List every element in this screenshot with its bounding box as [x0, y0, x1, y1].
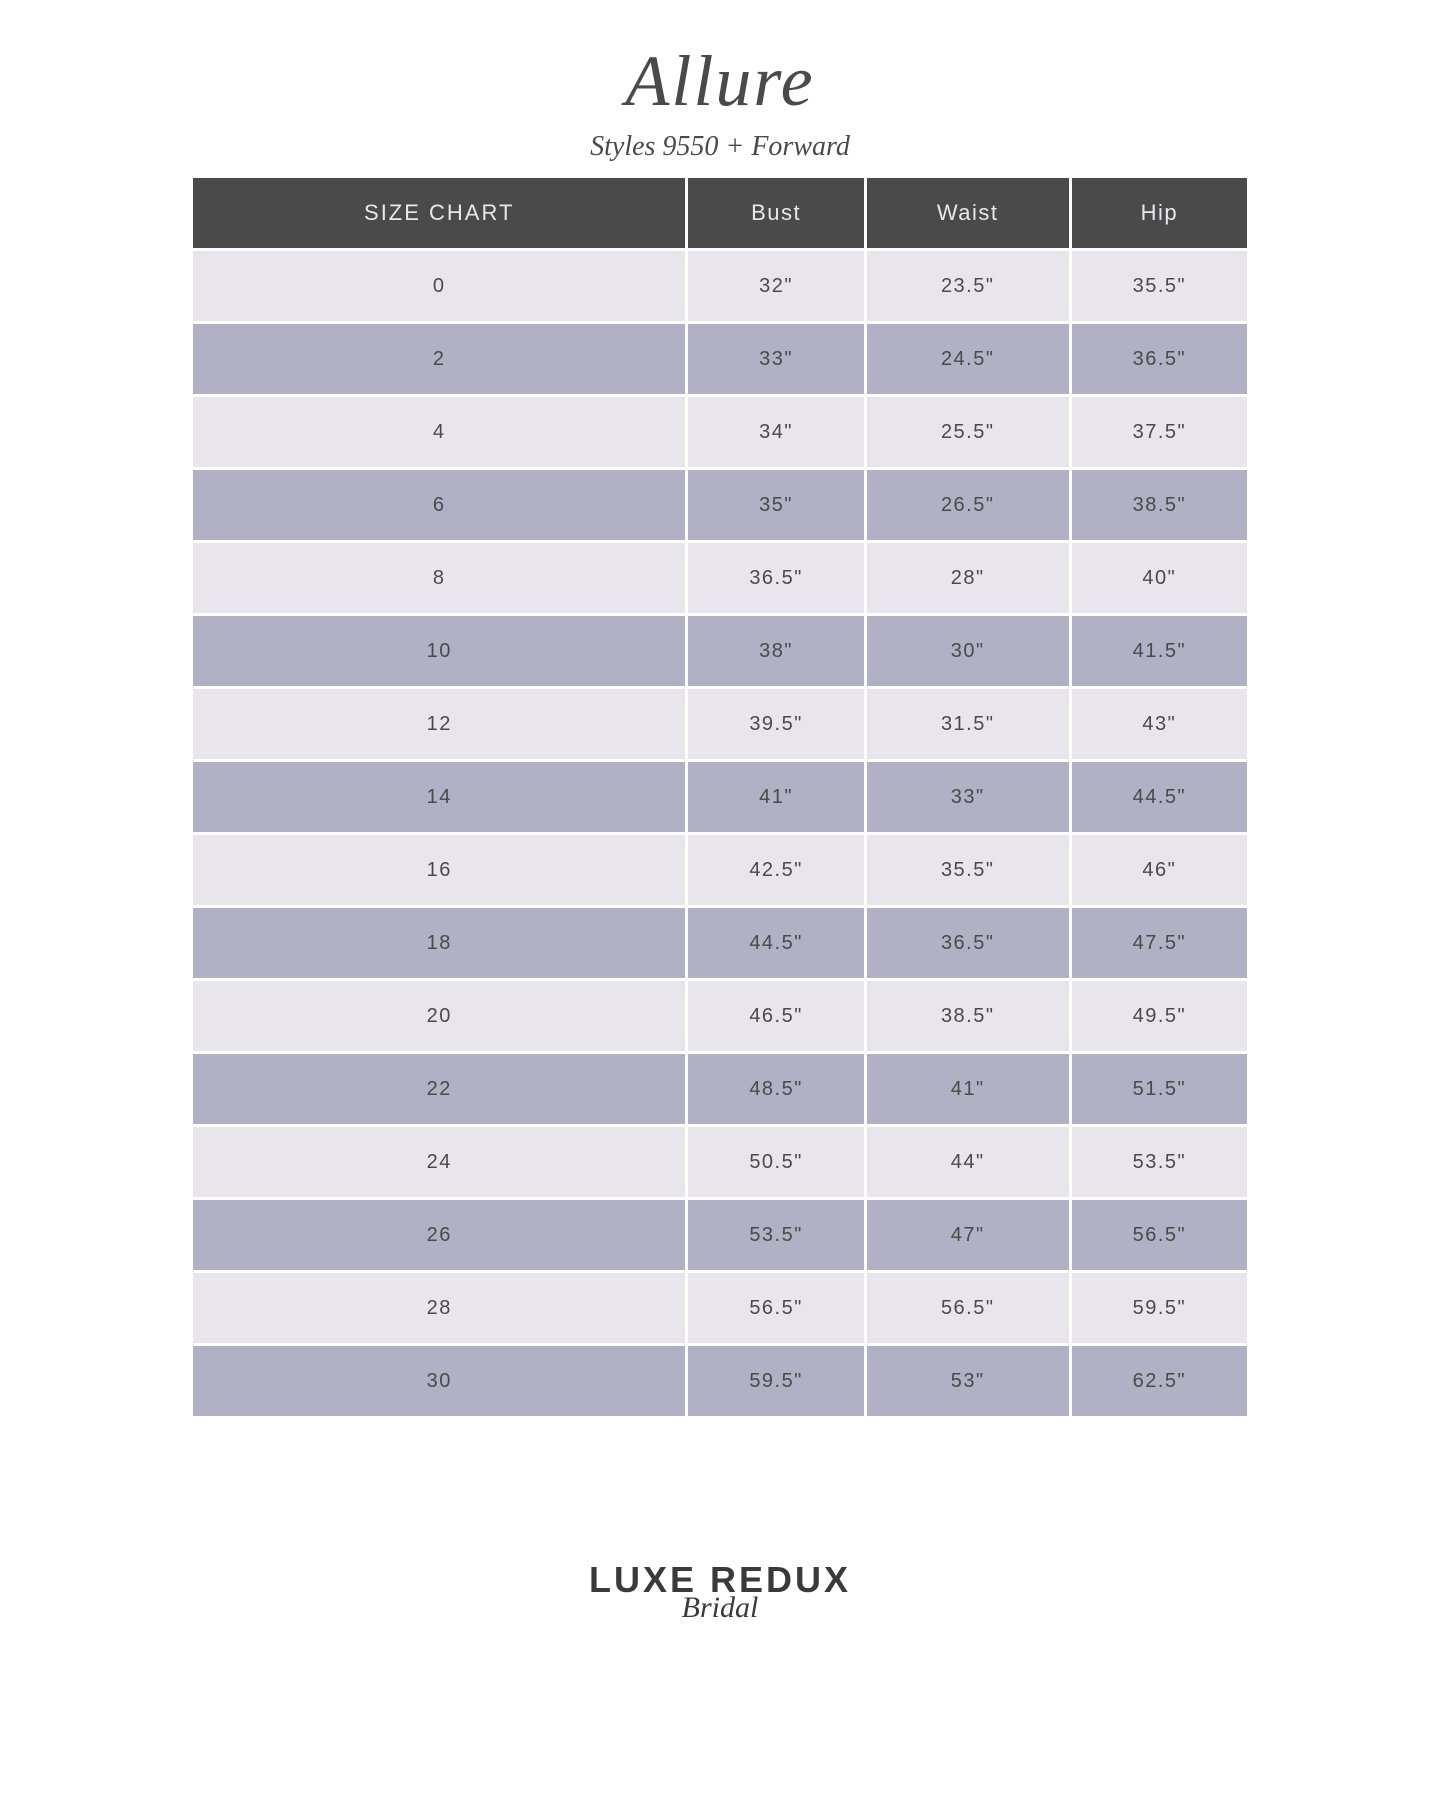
table-row: 032"23.5"35.5": [193, 251, 1247, 321]
table-cell: 56.5": [688, 1273, 863, 1343]
table-cell: 18: [193, 908, 685, 978]
table-cell: 34": [688, 397, 863, 467]
table-cell: 26: [193, 1200, 685, 1270]
table-cell: 53.5": [1072, 1127, 1247, 1197]
table-cell: 44": [867, 1127, 1069, 1197]
table-row: 2653.5"47"56.5": [193, 1200, 1247, 1270]
table-cell: 56.5": [1072, 1200, 1247, 1270]
footer-logo: LUXE REDUX Bridal: [589, 1559, 851, 1625]
table-cell: 48.5": [688, 1054, 863, 1124]
table-cell: 26.5": [867, 470, 1069, 540]
col-header-hip: Hip: [1072, 178, 1247, 248]
table-cell: 24.5": [867, 324, 1069, 394]
table-cell: 14: [193, 762, 685, 832]
table-row: 434"25.5"37.5": [193, 397, 1247, 467]
table-cell: 6: [193, 470, 685, 540]
table-cell: 30": [867, 616, 1069, 686]
table-cell: 32": [688, 251, 863, 321]
table-cell: 12: [193, 689, 685, 759]
table-row: 836.5"28"40": [193, 543, 1247, 613]
table-cell: 25.5": [867, 397, 1069, 467]
table-cell: 36.5": [867, 908, 1069, 978]
table-cell: 8: [193, 543, 685, 613]
table-cell: 38": [688, 616, 863, 686]
table-cell: 20: [193, 981, 685, 1051]
table-row: 233"24.5"36.5": [193, 324, 1247, 394]
table-cell: 38.5": [1072, 470, 1247, 540]
table-row: 3059.5"53"62.5": [193, 1346, 1247, 1416]
table-cell: 42.5": [688, 835, 863, 905]
table-cell: 56.5": [867, 1273, 1069, 1343]
table-cell: 47.5": [1072, 908, 1247, 978]
col-header-waist: Waist: [867, 178, 1069, 248]
table-cell: 46": [1072, 835, 1247, 905]
table-header-row: SIZE CHART Bust Waist Hip: [193, 178, 1247, 248]
table-cell: 35.5": [867, 835, 1069, 905]
table-cell: 22: [193, 1054, 685, 1124]
table-cell: 2: [193, 324, 685, 394]
table-cell: 41.5": [1072, 616, 1247, 686]
table-cell: 16: [193, 835, 685, 905]
brand-title: Allure: [625, 40, 814, 123]
table-cell: 36.5": [1072, 324, 1247, 394]
table-cell: 10: [193, 616, 685, 686]
table-cell: 39.5": [688, 689, 863, 759]
table-cell: 53.5": [688, 1200, 863, 1270]
table-cell: 53": [867, 1346, 1069, 1416]
table-cell: 33": [688, 324, 863, 394]
size-chart-table: SIZE CHART Bust Waist Hip 032"23.5"35.5"…: [190, 175, 1250, 1419]
table-cell: 38.5": [867, 981, 1069, 1051]
table-cell: 49.5": [1072, 981, 1247, 1051]
table-cell: 50.5": [688, 1127, 863, 1197]
table-cell: 35": [688, 470, 863, 540]
table-row: 2856.5"56.5"59.5": [193, 1273, 1247, 1343]
col-header-bust: Bust: [688, 178, 863, 248]
table-row: 635"26.5"38.5": [193, 470, 1247, 540]
table-cell: 36.5": [688, 543, 863, 613]
table-row: 2046.5"38.5"49.5": [193, 981, 1247, 1051]
table-cell: 35.5": [1072, 251, 1247, 321]
table-cell: 59.5": [688, 1346, 863, 1416]
table-cell: 44.5": [688, 908, 863, 978]
table-cell: 47": [867, 1200, 1069, 1270]
table-cell: 24: [193, 1127, 685, 1197]
table-cell: 33": [867, 762, 1069, 832]
table-row: 1844.5"36.5"47.5": [193, 908, 1247, 978]
table-cell: 51.5": [1072, 1054, 1247, 1124]
table-cell: 46.5": [688, 981, 863, 1051]
table-cell: 44.5": [1072, 762, 1247, 832]
table-row: 2450.5"44"53.5": [193, 1127, 1247, 1197]
table-cell: 23.5": [867, 251, 1069, 321]
table-cell: 41": [688, 762, 863, 832]
table-cell: 30: [193, 1346, 685, 1416]
table-row: 1642.5"35.5"46": [193, 835, 1247, 905]
table-row: 1441"33"44.5": [193, 762, 1247, 832]
table-cell: 4: [193, 397, 685, 467]
table-row: 1038"30"41.5": [193, 616, 1247, 686]
table-cell: 28": [867, 543, 1069, 613]
table-cell: 37.5": [1072, 397, 1247, 467]
table-cell: 62.5": [1072, 1346, 1247, 1416]
table-cell: 41": [867, 1054, 1069, 1124]
table-cell: 28: [193, 1273, 685, 1343]
table-row: 2248.5"41"51.5": [193, 1054, 1247, 1124]
table-cell: 40": [1072, 543, 1247, 613]
table-row: 1239.5"31.5"43": [193, 689, 1247, 759]
col-header-size: SIZE CHART: [193, 178, 685, 248]
style-subtitle: Styles 9550 + Forward: [590, 131, 850, 163]
table-cell: 0: [193, 251, 685, 321]
table-cell: 31.5": [867, 689, 1069, 759]
table-cell: 43": [1072, 689, 1247, 759]
table-cell: 59.5": [1072, 1273, 1247, 1343]
